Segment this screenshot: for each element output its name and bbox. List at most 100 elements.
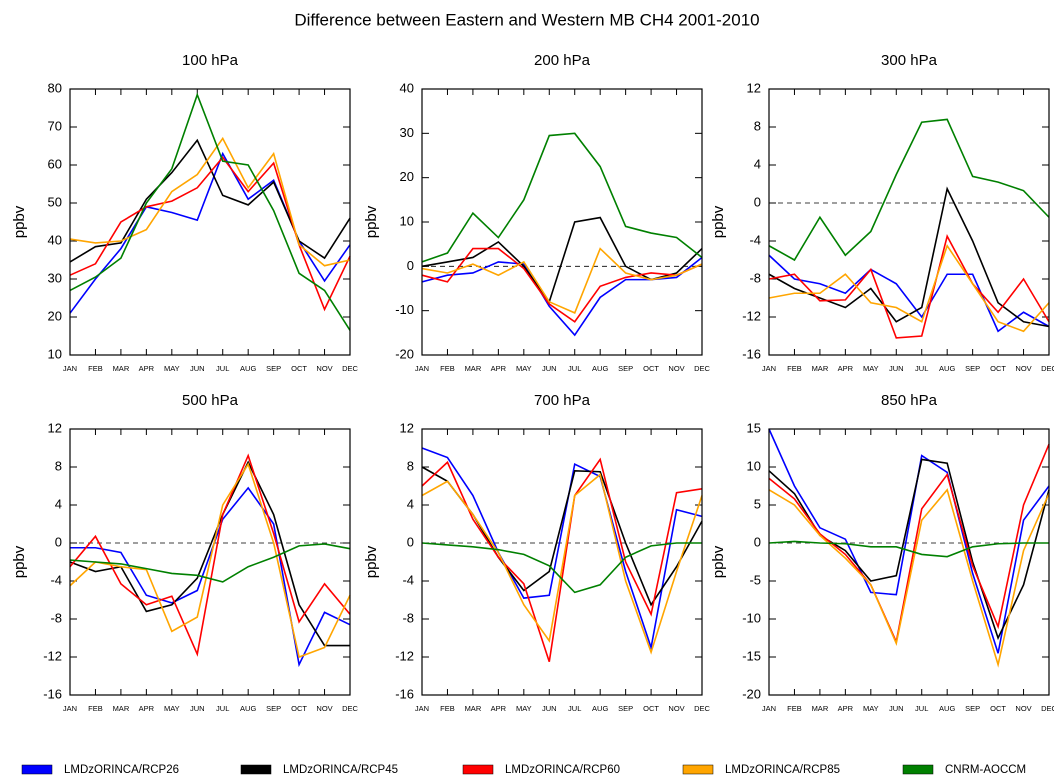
y-tick-label: 5 [754,496,761,511]
series-line [768,540,1049,558]
plot-frame [69,88,351,356]
y-tick-label: 8 [55,458,62,473]
x-tick-label: MAR [812,704,829,713]
legend-swatch [462,764,494,775]
x-tick-label: AUG [240,704,256,713]
x-tick-label: AUG [592,364,608,373]
y-tick-label: 40 [400,80,414,95]
y-tick-label: -16 [43,686,62,701]
y-tick-label: 30 [400,125,414,140]
x-tick-label: MAR [113,364,130,373]
x-tick-label: FEB [787,704,802,713]
x-tick-label: MAY [164,364,180,373]
y-tick-label: 15 [747,420,761,435]
x-tick-label: JAN [63,364,77,373]
series-line [768,243,1050,333]
x-tick-label: AUG [939,704,955,713]
series-group [768,428,1050,668]
series-line [70,486,351,668]
x-tick-label: AUG [592,704,608,713]
x-tick-label: NOV [668,704,684,713]
x-tick-label: SEP [266,364,281,373]
series-group [421,447,703,662]
x-tick-label: APR [838,704,854,713]
y-tick-label: 0 [407,534,414,549]
x-tick-label: JAN [415,704,429,713]
series-line [421,473,703,655]
y-tick-label: 0 [754,194,761,209]
x-tick-label: SEP [618,704,633,713]
series-line [421,457,703,662]
x-tick-label: JUL [915,364,928,373]
series-line [69,156,351,312]
x-tick-label: MAR [113,704,130,713]
x-tick-label: JUL [568,704,581,713]
x-tick-label: MAR [812,364,829,373]
x-tick-label: APR [838,364,854,373]
series-line [69,151,351,314]
x-tick-label: JAN [762,704,776,713]
series-line [768,254,1050,333]
x-tick-label: APR [139,364,155,373]
y-tick-label: -15 [742,648,761,663]
x-tick-label: JUN [190,704,205,713]
y-tick-label: 10 [400,213,414,228]
x-tick-label: MAY [516,364,532,373]
x-tick-label: OCT [643,364,659,373]
y-tick-label: 8 [754,118,761,133]
y-tick-label: -8 [749,270,761,285]
panel-title: 500 hPa [182,392,239,409]
x-tick-label: OCT [990,704,1006,713]
y-tick-label: -12 [742,308,761,323]
y-tick-label: -8 [402,610,414,625]
y-tick-label: 30 [48,270,62,285]
y-tick-label: -5 [749,572,761,587]
x-tick-label: SEP [965,364,980,373]
series-line [69,543,351,583]
x-tick-label: DEC [694,704,710,713]
x-tick-label: FEB [88,364,103,373]
series-line [421,247,703,323]
y-tick-label: -4 [50,572,62,587]
series-line [768,458,1050,641]
x-tick-label: JAN [415,364,429,373]
panel-title: 850 hPa [881,392,938,409]
x-tick-label: JUN [889,704,904,713]
legend-label: LMDzORINCA/RCP85 [725,764,840,776]
y-axis-label: ppbv [11,545,28,578]
y-tick-label: -10 [395,302,414,317]
series-line [421,247,703,314]
legend-swatch [240,764,272,775]
x-tick-label: NOV [1015,364,1031,373]
series-line [421,447,703,651]
series-group [768,118,1050,339]
legend-label: LMDzORINCA/RCP45 [283,764,398,776]
legend-label: CNRM-AOCCM [945,764,1026,776]
y-tick-label: 4 [407,496,414,511]
series-line [69,92,351,331]
x-tick-label: DEC [1041,364,1054,373]
x-tick-label: OCT [643,704,659,713]
series-line [69,462,351,659]
series-line [69,138,351,263]
y-tick-label: -12 [43,648,62,663]
panel-title: 100 hPa [182,52,239,69]
y-tick-label: 20 [400,169,414,184]
x-tick-label: DEC [342,364,358,373]
y-tick-label: -12 [395,648,414,663]
x-tick-label: SEP [965,704,980,713]
panel-title: 300 hPa [881,52,938,69]
x-tick-label: OCT [291,704,307,713]
y-tick-label: -10 [742,610,761,625]
y-tick-label: -20 [742,686,761,701]
x-tick-label: MAY [863,364,879,373]
y-tick-label: 12 [747,80,761,95]
x-tick-label: DEC [342,704,358,713]
x-tick-label: NOV [1015,704,1031,713]
series-line [421,132,703,263]
y-tick-label: -4 [749,232,761,247]
legend-swatch [682,764,714,775]
x-tick-label: MAR [465,704,482,713]
x-tick-label: JUL [216,364,229,373]
